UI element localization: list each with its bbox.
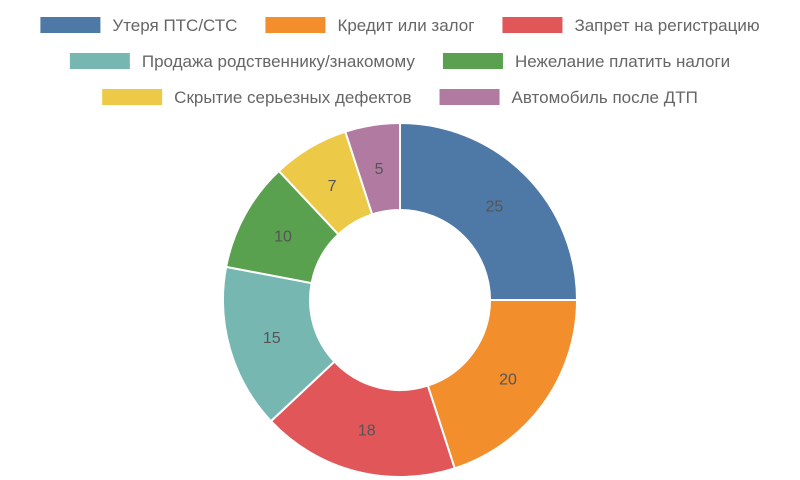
legend-swatch: [69, 53, 130, 69]
slice-value-label: 5: [375, 161, 384, 178]
slice-value-label: 10: [274, 229, 292, 246]
doughnut-slice[interactable]: [426, 299, 579, 470]
legend-label: Запрет на регистрацию: [574, 16, 759, 35]
slices: [222, 121, 579, 478]
legend-item[interactable]: Запрет на регистрацию: [502, 16, 760, 35]
legend-label: Автомобиль после ДТП: [512, 88, 698, 107]
doughnut-slice[interactable]: [222, 265, 336, 423]
legend-label: Кредит или залог: [337, 16, 474, 35]
slice-value-label: 18: [358, 422, 376, 439]
legend-swatch: [40, 17, 101, 33]
legend-item[interactable]: Продажа родственнику/знакомому: [69, 52, 416, 71]
doughnut-slice[interactable]: [344, 121, 401, 216]
legend-label: Продажа родственнику/знакомому: [142, 52, 416, 71]
legend: Утеря ПТС/СТС Кредит или залог Запрет на р…: [40, 16, 760, 107]
legend-label: Скрытие серьезных дефектов: [174, 88, 411, 107]
legend-swatch: [439, 89, 500, 105]
legend-label: Нежелание платить налоги: [515, 52, 730, 71]
slice-value-label: 15: [263, 330, 281, 347]
legend-item[interactable]: Кредит или залог: [265, 16, 474, 35]
slice-value-label: 25: [486, 199, 504, 216]
legend-item[interactable]: Скрытие серьезных дефектов: [102, 88, 412, 107]
legend-swatch: [102, 89, 163, 105]
slice-value-label: 20: [499, 371, 517, 388]
slice-value-label: 7: [328, 178, 337, 195]
legend-item[interactable]: Автомобиль после ДТП: [439, 88, 698, 107]
legend-label: Утеря ПТС/СТС: [112, 16, 237, 35]
doughnut-slice[interactable]: [399, 121, 579, 301]
legend-swatch: [442, 53, 503, 69]
legend-swatch: [502, 17, 563, 33]
legend-item[interactable]: Нежелание платить налоги: [442, 52, 730, 71]
doughnut-slice[interactable]: [269, 360, 456, 478]
slice-labels: 25 20 18 15 10 7 5: [263, 161, 517, 439]
legend-item[interactable]: Утеря ПТС/СТС: [40, 16, 237, 35]
legend-swatch: [265, 17, 326, 33]
